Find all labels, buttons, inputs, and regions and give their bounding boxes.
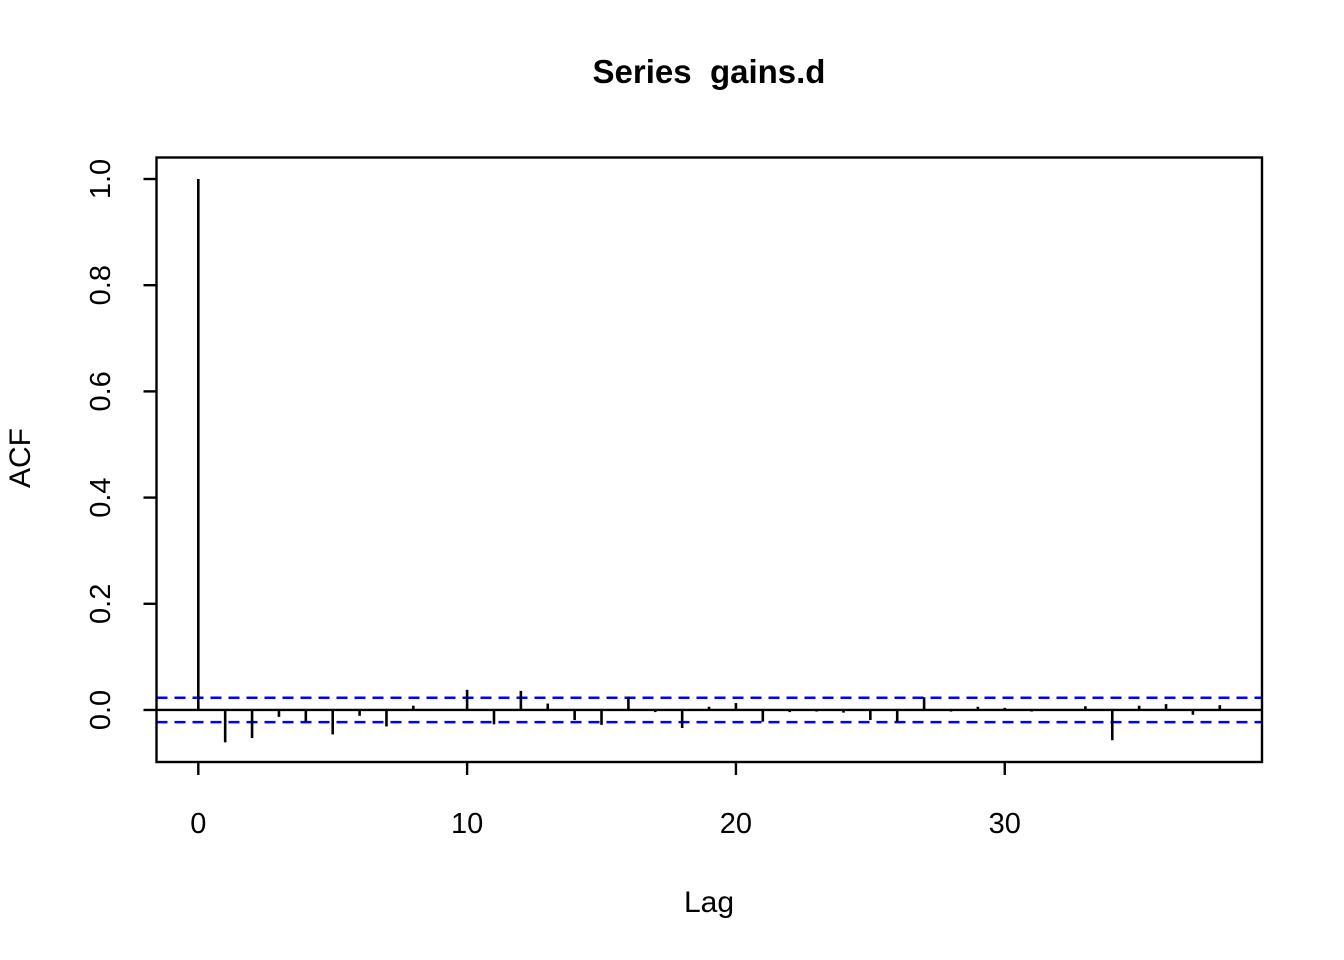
y-tick-label: 0.6 <box>85 371 117 411</box>
x-tick-label: 0 <box>190 808 206 840</box>
y-tick-label: 1.0 <box>85 159 117 199</box>
plot-border <box>155 156 1264 764</box>
y-tick-label: 0.8 <box>85 265 117 305</box>
y-axis-label: ACF <box>4 428 37 488</box>
chart-title: Series gains.d <box>593 53 826 90</box>
y-tick-label: 0.2 <box>85 584 117 624</box>
y-tick-label: 0.4 <box>85 477 117 517</box>
x-axis-label: Lag <box>684 886 734 919</box>
x-tick-label: 10 <box>451 808 483 840</box>
x-tick-label: 20 <box>720 808 752 840</box>
y-tick-label: 0.0 <box>85 690 117 730</box>
plot-area: 0 10 20 30 0.0 0.2 0.4 0.6 0.8 1.0 <box>85 156 1264 840</box>
x-tick-label: 30 <box>989 808 1021 840</box>
